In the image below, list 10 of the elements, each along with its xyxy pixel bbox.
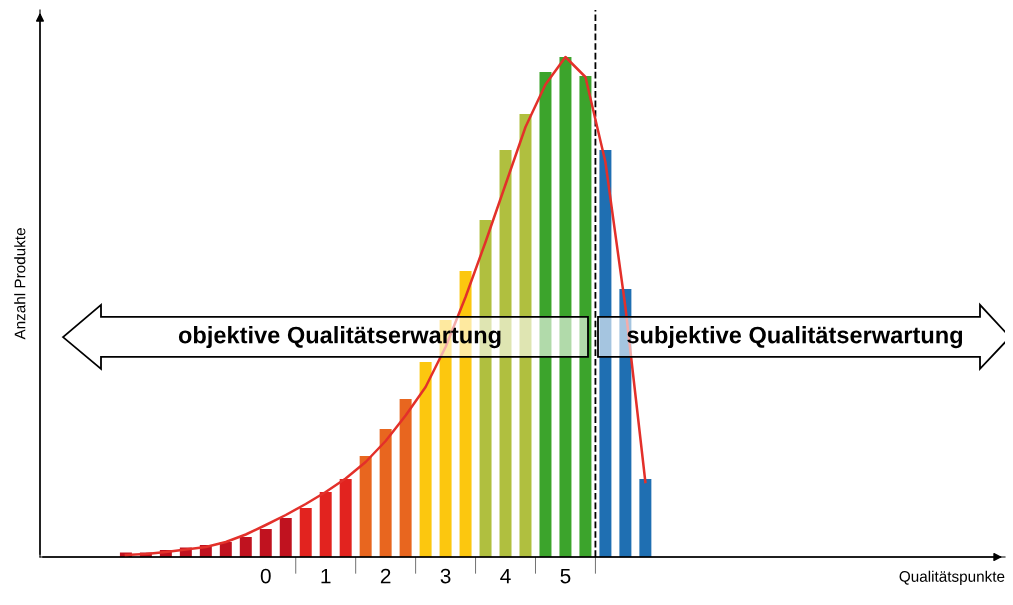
text: Anzahl Produkte xyxy=(14,228,26,340)
x-tick-label: 5 xyxy=(560,568,571,584)
annotation: subjektive Qualitätserwartung xyxy=(627,326,963,349)
x-tick-label: 2 xyxy=(380,568,391,584)
x-tick-label: 4 xyxy=(500,568,511,584)
x-tick-label: 3 xyxy=(440,568,451,584)
x-tick-label: 1 xyxy=(321,568,331,584)
text: Qualitätspunkte xyxy=(899,570,1005,585)
annotation: objektive Qualitätserwartung xyxy=(178,326,501,349)
x-tick-label: 0 xyxy=(260,568,271,584)
